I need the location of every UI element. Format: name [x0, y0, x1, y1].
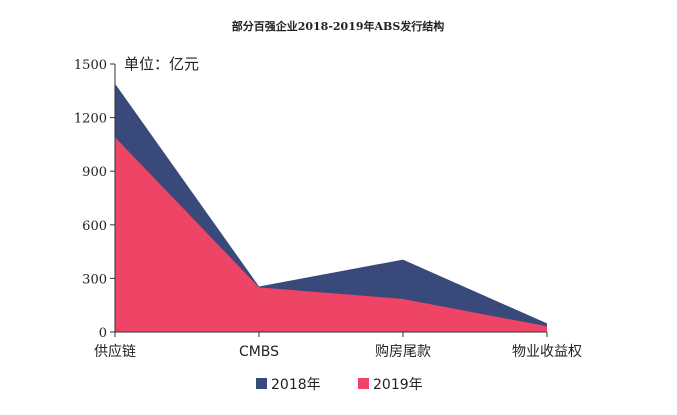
- unit-label: 单位：亿元: [124, 55, 199, 73]
- x-tick-label: 购房尾款: [375, 344, 431, 360]
- y-tick-group: 0 300 600 900 1200 1500: [74, 58, 115, 341]
- x-tick-label: CMBS: [239, 344, 279, 360]
- legend-swatch-1: [256, 378, 267, 389]
- legend-label-1: 2018年: [271, 377, 321, 393]
- y-tick-label: 1500: [74, 58, 107, 73]
- chart-title: 部分百强企业2018-2019年ABS发行结构: [232, 19, 445, 33]
- y-tick-label: 900: [82, 165, 107, 180]
- y-tick-label: 600: [82, 219, 107, 234]
- legend-swatch-2: [358, 378, 369, 389]
- area-series-group: [114, 83, 548, 332]
- x-tick-label: 物业收益权: [512, 344, 582, 360]
- area-series-2: [115, 137, 547, 332]
- y-tick-label: 1200: [74, 112, 107, 127]
- y-tick-label: 300: [82, 272, 107, 287]
- x-tick-label: 供应链: [94, 343, 136, 360]
- y-tick-label: 0: [99, 326, 107, 341]
- x-tick-group: 供应链 CMBS 购房尾款 物业收益权: [94, 332, 582, 360]
- legend: 2018年 2019年: [256, 377, 423, 393]
- legend-label-2: 2019年: [373, 377, 423, 393]
